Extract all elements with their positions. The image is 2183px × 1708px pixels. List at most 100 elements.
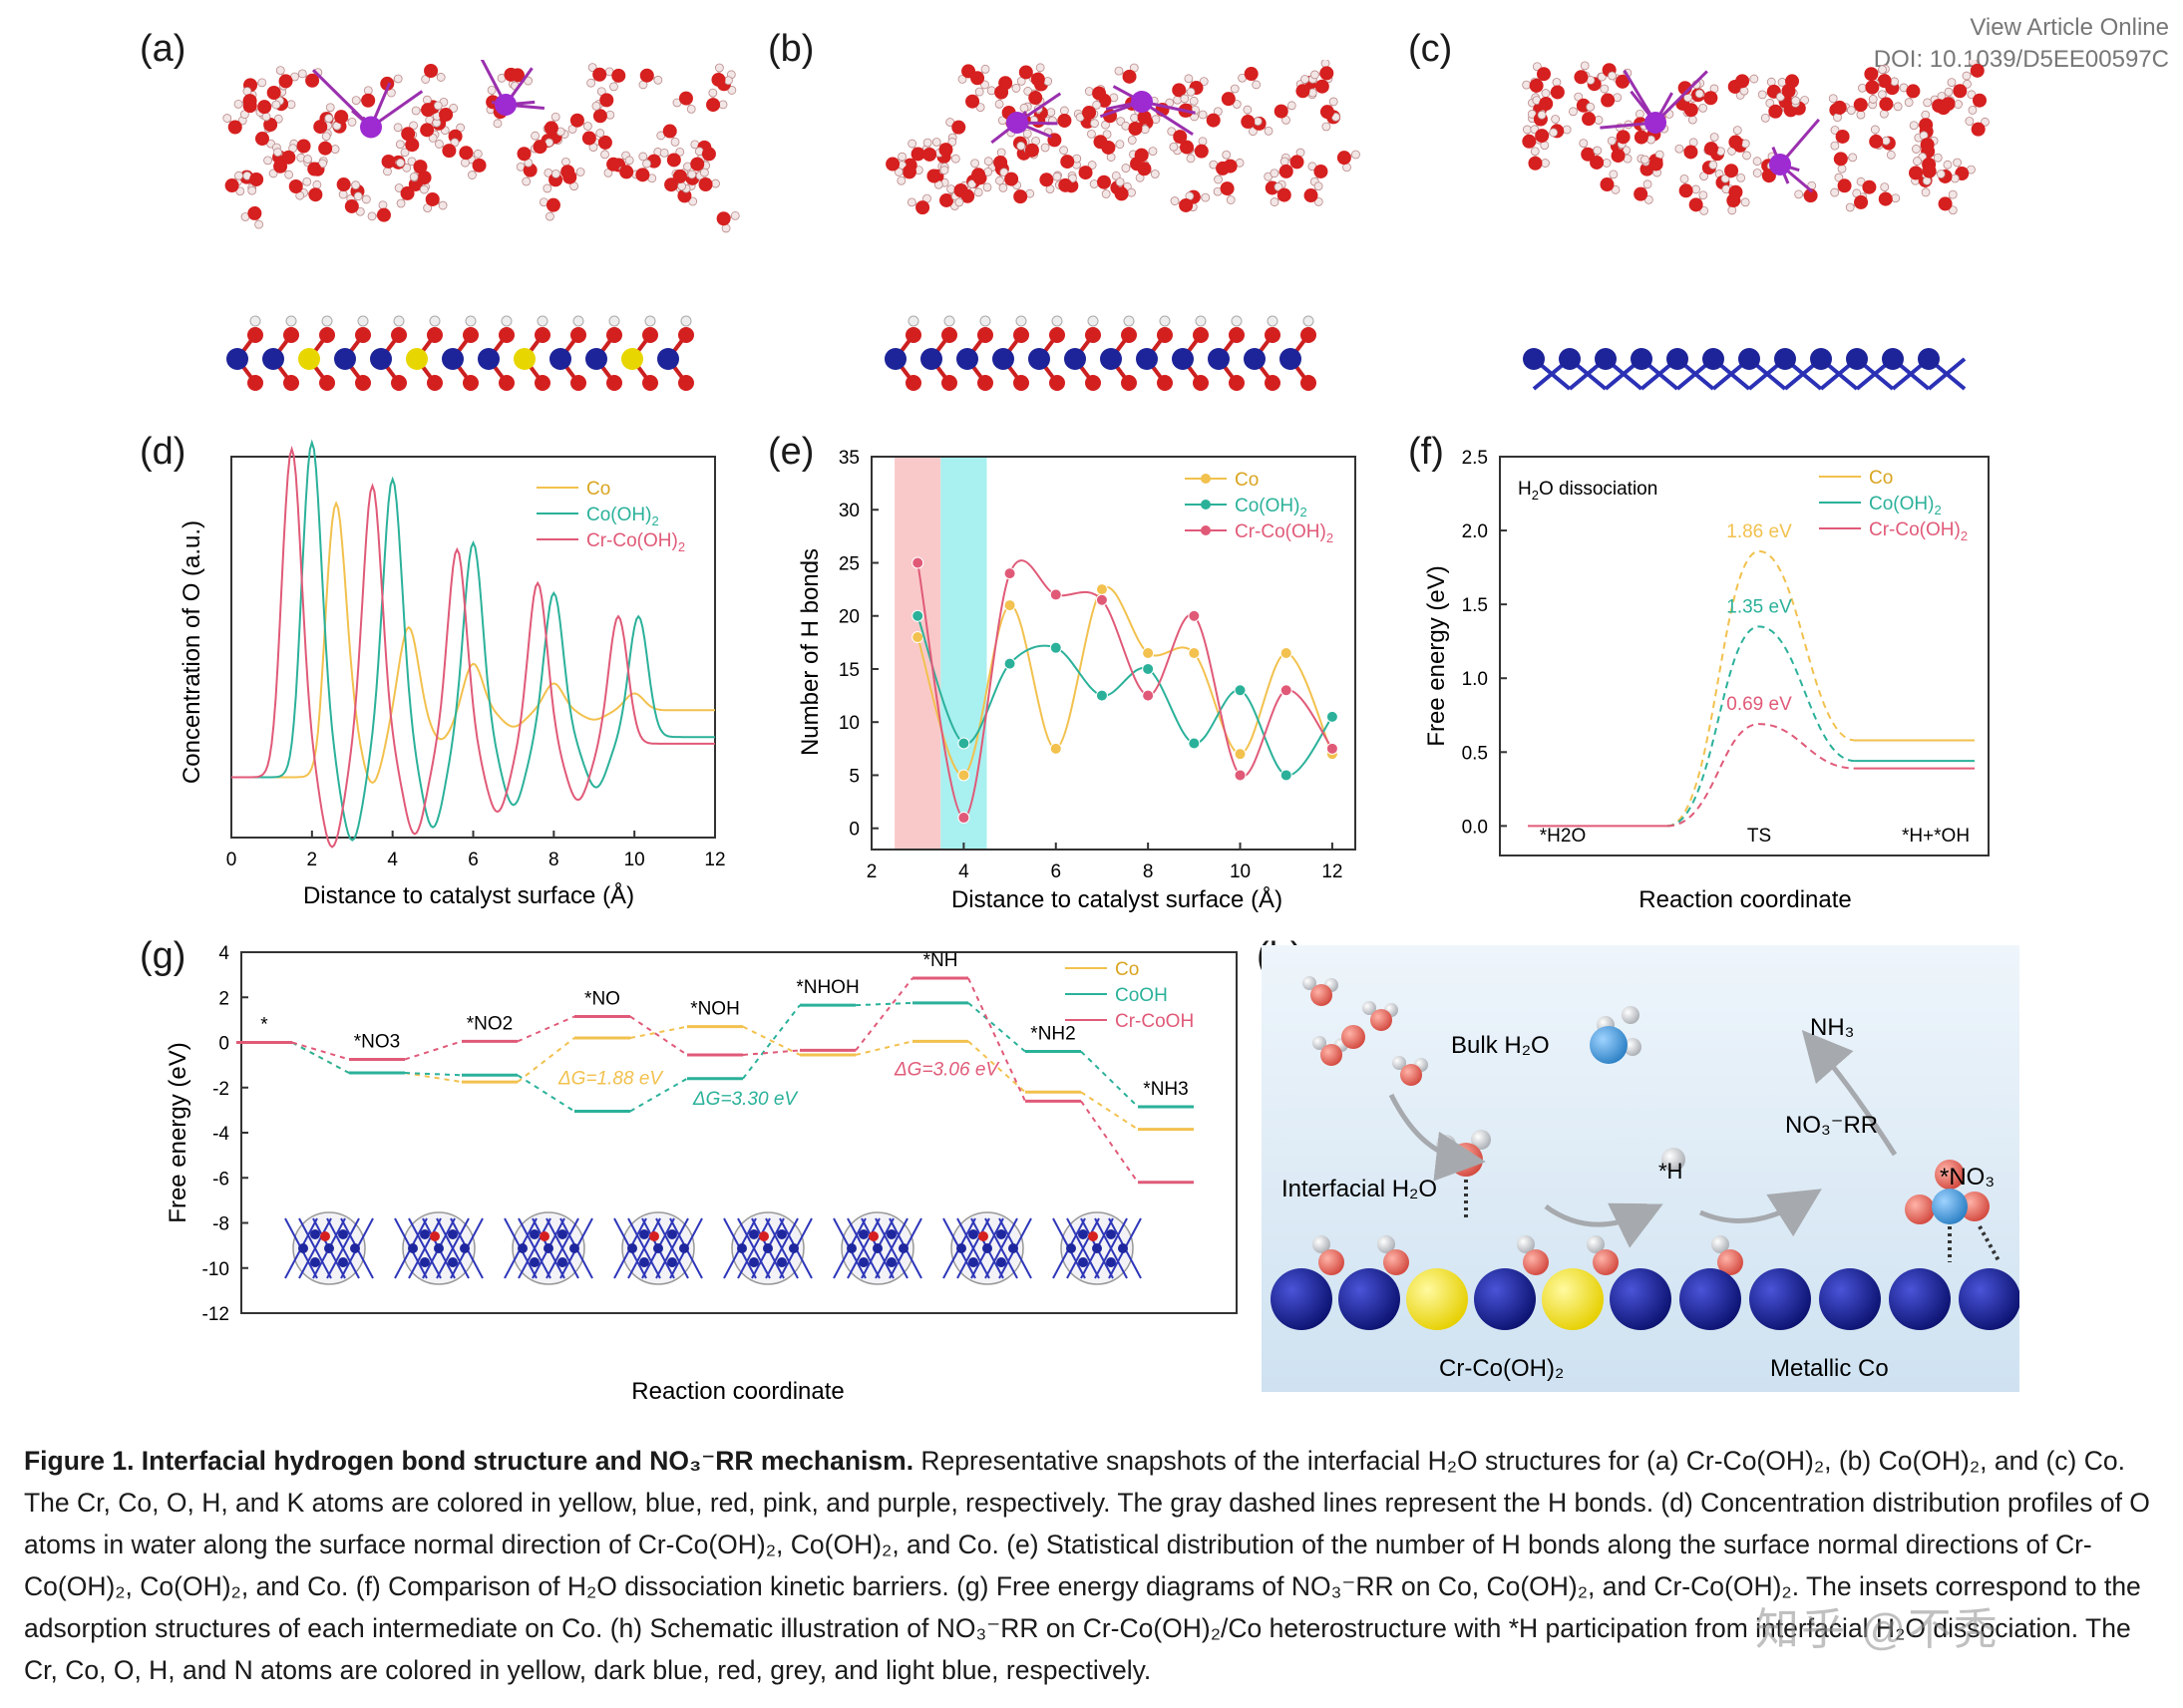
inset-co-atom: [777, 1229, 787, 1239]
hydrogen-atom: [575, 168, 585, 176]
inset-co-atom: [448, 1229, 458, 1239]
inset-bond: [956, 1217, 990, 1279]
inset-co-atom: [518, 1243, 528, 1253]
hydrogen-atom: [1092, 100, 1102, 110]
oxygen-atom: [1060, 155, 1075, 170]
potassium-atom: [1131, 91, 1153, 113]
oxygen-atom: [1244, 67, 1259, 82]
y-tick-label: 30: [839, 501, 860, 521]
legend-crcooh: Cr-CoOH: [1115, 1011, 1194, 1032]
oxygen-atom: [938, 143, 953, 158]
hydrogen-atom: [411, 106, 421, 116]
oxygen-atom: [336, 177, 351, 192]
data-point-cooh: [1049, 641, 1062, 654]
hydrogen-atom: [1965, 117, 1975, 126]
state-label: *: [260, 1015, 268, 1036]
hydrogen-atom: [1870, 125, 1880, 135]
hydrogen-atom: [409, 171, 419, 181]
doi-link[interactable]: DOI: 10.1039/D5EE00597C: [1873, 46, 2169, 73]
slab-oxygen: [678, 327, 694, 343]
hydrogen-atom: [1609, 170, 1619, 179]
connector-crcooh: [1080, 1100, 1139, 1184]
co-atom: [1595, 348, 1617, 370]
hydrogen-atom: [1087, 129, 1096, 139]
hydrogen-atom: [522, 176, 532, 186]
state-label: *NH2: [1030, 1024, 1075, 1045]
hydrogen-atom: [708, 88, 718, 98]
hydrogen-atom: [1828, 94, 1838, 104]
slab-oxygen: [1265, 375, 1280, 391]
panel-e-label: (e): [768, 431, 815, 473]
x-tick-label: 8: [1143, 861, 1154, 882]
oxygen-atom: [1318, 1249, 1344, 1275]
data-point-crcooh: [911, 556, 924, 569]
hydrogen-atom: [1879, 109, 1889, 119]
y-tick-label: -2: [212, 1079, 229, 1100]
cr-atom: [514, 348, 536, 370]
oxygen-atom: [951, 120, 966, 135]
y-tick-label: -6: [212, 1169, 229, 1190]
slab-hydrogen: [1231, 315, 1243, 327]
hydrogen-atom: [995, 175, 1004, 185]
slab-oxygen: [606, 327, 622, 343]
view-article-online-link[interactable]: View Article Online: [1970, 14, 2169, 41]
oxygen-atom: [425, 191, 440, 206]
oxygen-atom: [1319, 105, 1334, 120]
oxygen-atom: [413, 160, 428, 174]
hydrogen-atom: [1532, 62, 1542, 72]
connector-crcooh: [629, 1015, 688, 1056]
oxygen-atom: [1634, 186, 1648, 201]
oxygen-atom: [1137, 162, 1152, 176]
hydrogen-atom: [1749, 74, 1759, 84]
hydrogen-atom: [1313, 181, 1323, 191]
oxygen-atom: [1941, 97, 1956, 112]
connector-crcooh: [404, 1040, 463, 1061]
hydrogen-atom: [261, 112, 271, 122]
slab-oxygen: [391, 375, 407, 391]
state-label: *NH: [923, 950, 958, 971]
inset-co-atom: [667, 1257, 677, 1267]
slab-oxygen: [319, 327, 335, 343]
co-atom: [1244, 348, 1266, 370]
hydrogen-atom: [1011, 84, 1021, 93]
oxygen-atom: [1601, 93, 1616, 108]
oxygen-atom: [1688, 197, 1703, 212]
hydrogen-atom: [422, 95, 432, 105]
series-line-crcooh: [916, 559, 1333, 820]
data-point-co: [1188, 647, 1201, 659]
inset-co-atom: [777, 1257, 787, 1267]
hydrogen-atom: [1201, 192, 1211, 202]
hydrogen-atom: [419, 184, 429, 194]
oxygen-atom: [257, 100, 272, 115]
y-tick-label: -10: [202, 1259, 229, 1280]
co-atom: [1810, 348, 1832, 370]
state-label: *NO2: [467, 1013, 513, 1034]
slab-oxygen: [535, 375, 550, 391]
inset-co-atom: [639, 1257, 649, 1267]
hydrogen-atom: [1312, 1235, 1330, 1253]
hydrogen-atom: [946, 184, 956, 194]
co-atom: [370, 348, 392, 370]
slab-hydrogen: [908, 315, 919, 327]
hydrogen-atom: [1661, 1148, 1685, 1172]
hydrogen-atom: [1184, 74, 1194, 84]
k-bond: [1653, 70, 1708, 125]
slab-hydrogen: [465, 315, 477, 327]
hydrogen-atom: [986, 86, 996, 96]
hydrogen-atom: [1551, 115, 1561, 124]
chart-g-xlabel: Reaction coordinate: [631, 1378, 844, 1405]
hydrogen-atom: [222, 114, 232, 123]
hydrogen-atom: [1084, 87, 1094, 96]
oxygen-atom: [902, 165, 916, 179]
co-atom: [657, 348, 679, 370]
hydrogen-atom: [1912, 145, 1921, 154]
hydrogen-atom: [286, 100, 296, 110]
oxygen-atom: [1550, 85, 1565, 100]
legend-crcooh: Cr-Co(OH)2: [1869, 519, 1968, 543]
hydrogen-atom: [303, 155, 312, 164]
co-atom: [1028, 348, 1050, 370]
state-label: *NO3: [354, 1031, 400, 1052]
chart-e-frame: [871, 456, 1356, 851]
hydrogen-atom: [1642, 179, 1652, 189]
x-tick-label: 2: [867, 861, 878, 882]
